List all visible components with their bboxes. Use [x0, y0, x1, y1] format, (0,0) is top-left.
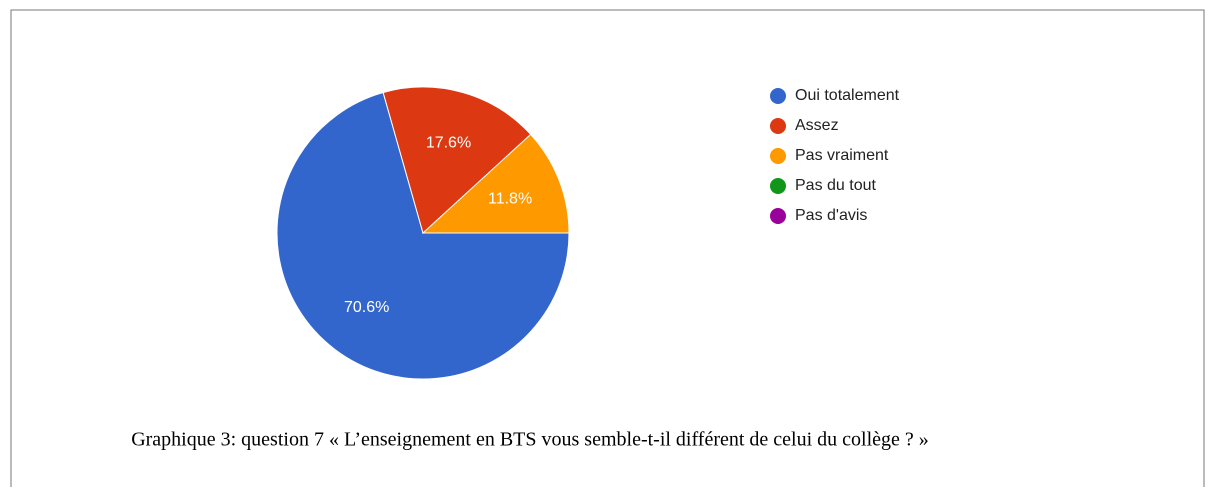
pie-slice — [276, 91, 570, 380]
legend-label: Assez — [795, 117, 839, 134]
legend-swatch — [770, 118, 786, 134]
slice-label: 17.6% — [426, 134, 471, 151]
legend-swatch — [770, 178, 786, 194]
legend-swatch — [770, 208, 786, 224]
legend-label: Pas d'avis — [795, 207, 867, 224]
legend-swatch — [770, 148, 786, 164]
slice-label: 11.8% — [488, 190, 532, 207]
legend-label: Pas vraiment — [795, 147, 889, 164]
frame — [10, 9, 1205, 487]
legend-label: Pas du tout — [795, 177, 877, 194]
slice-label: 70.6% — [344, 299, 389, 316]
legend-swatch — [770, 88, 786, 104]
pie-slice — [382, 86, 532, 234]
caption: Graphique 3: question 7 « L’enseignement… — [131, 429, 929, 451]
legend-label: Oui totalement — [795, 87, 900, 104]
pie-slice — [421, 133, 570, 234]
